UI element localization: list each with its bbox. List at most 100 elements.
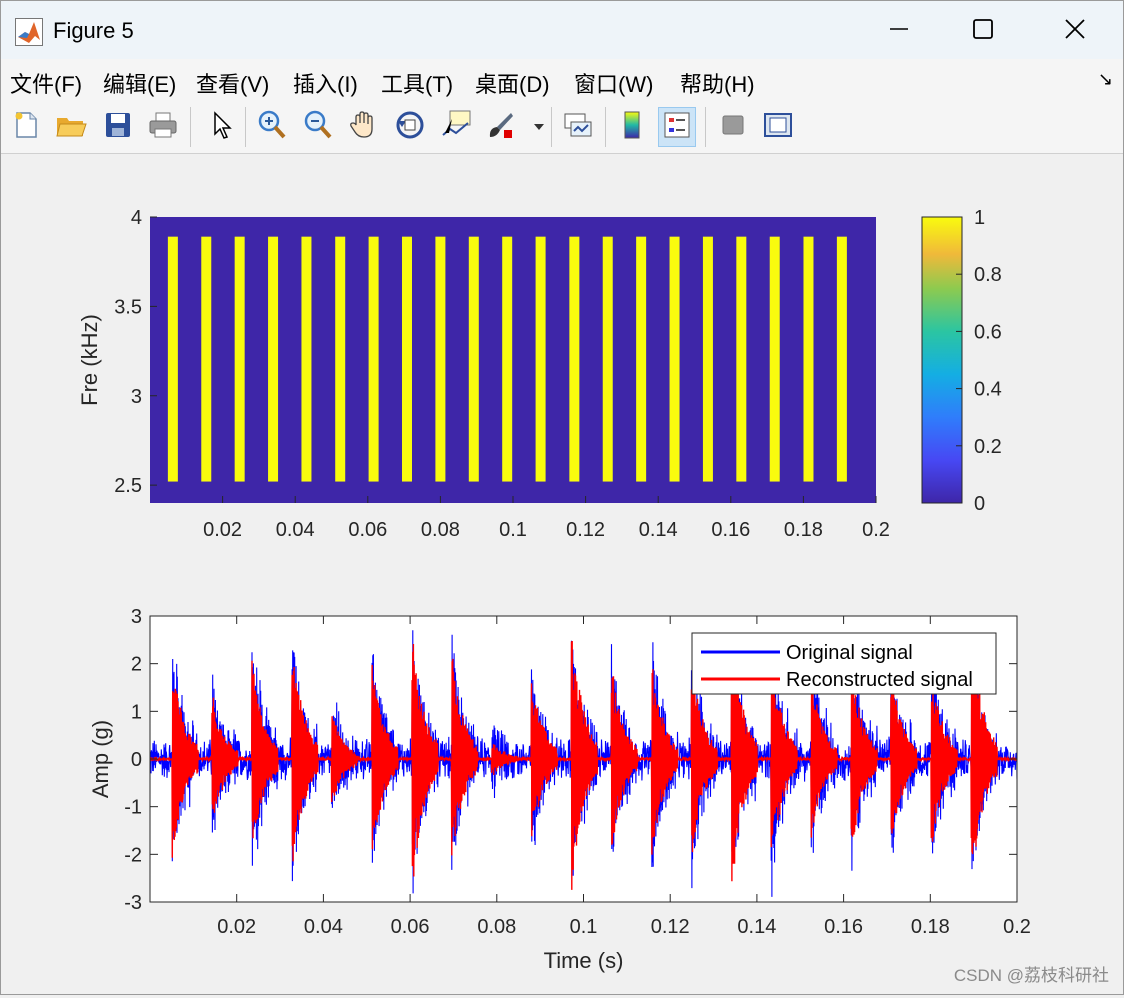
y-tick-label: 0 xyxy=(131,749,142,771)
y-tick-label: -2 xyxy=(124,844,142,866)
x-tick-label: 0.08 xyxy=(421,519,460,541)
heatmap-band-cell xyxy=(468,236,479,482)
x-tick-label: 0.16 xyxy=(711,519,750,541)
watermark: CSDN @荔枝科研社 xyxy=(953,966,1109,985)
zoom-out-button[interactable] xyxy=(299,107,337,147)
heatmap-band-cell xyxy=(602,236,613,482)
menu-bar: 文件(F) 编辑(E) 查看(V) 插入(I) 工具(T) 桌面(D) 窗口(W… xyxy=(1,59,1123,101)
menu-file[interactable]: 文件(F) xyxy=(10,72,83,97)
colorbar-tick-label: 1 xyxy=(974,207,985,229)
heatmap-band-cell xyxy=(769,236,780,482)
heatmap-band-cell xyxy=(569,236,580,482)
close-button[interactable] xyxy=(1035,5,1115,57)
y-tick-label: 3 xyxy=(131,386,142,408)
x-tick-label: 0.02 xyxy=(203,519,242,541)
heatmap-band-cell xyxy=(502,236,513,482)
folder-icon xyxy=(55,110,87,145)
heatmap-band-cell xyxy=(167,236,178,482)
brush-dropdown-button[interactable] xyxy=(531,107,547,147)
x-tick-label: 0.1 xyxy=(499,519,527,541)
heatmap-band-cell xyxy=(402,236,413,482)
x-tick-label: 0.18 xyxy=(784,519,823,541)
zoom-in-button[interactable] xyxy=(253,107,291,147)
y-tick-label: 3.5 xyxy=(114,296,142,318)
dropdown-arrow-icon xyxy=(534,118,544,136)
show-plot-tools-icon xyxy=(762,110,794,145)
save-button[interactable] xyxy=(99,107,137,147)
legend-icon xyxy=(662,110,692,145)
heatmap-band-cell xyxy=(301,236,312,482)
hand-icon xyxy=(348,109,380,146)
x-tick-label: 0.06 xyxy=(391,916,430,938)
close-icon xyxy=(1064,18,1086,45)
x-tick-label: 0.14 xyxy=(737,916,776,938)
rotate-icon xyxy=(394,109,426,146)
edit-plot-button[interactable] xyxy=(201,107,239,147)
toolbar-separator xyxy=(190,107,191,147)
link-plot-icon xyxy=(562,109,594,146)
menu-window[interactable]: 窗口(W) xyxy=(574,72,654,97)
colorbar-tick-label: 0.6 xyxy=(974,321,1002,343)
chart-area: 0.02 0.04 0.06 0.08 0.1 0.12 0.14 0.16 0.18 0.22.… xyxy=(77,207,1031,973)
colorbar-tick-label: 0.2 xyxy=(974,436,1002,458)
show-plot-tools-button[interactable] xyxy=(759,107,797,147)
menu-edit[interactable]: 编辑(E) xyxy=(103,72,177,97)
x-tick-label: 0.02 xyxy=(217,916,256,938)
maximize-button[interactable] xyxy=(943,5,1023,57)
colorbar-icon xyxy=(617,109,647,146)
data-cursor-button[interactable] xyxy=(437,107,475,147)
print-button[interactable] xyxy=(144,107,182,147)
colorbar-tick-label: 0.4 xyxy=(974,379,1002,401)
heatmap-band-cell xyxy=(535,236,546,482)
y-axis-label: Amp (g) xyxy=(88,720,113,798)
insert-legend-button[interactable] xyxy=(658,107,696,147)
x-tick-label: 0.1 xyxy=(570,916,598,938)
menu-help[interactable]: 帮助(H) xyxy=(680,72,755,97)
zoom-in-icon xyxy=(256,109,288,146)
toolbar-separator xyxy=(705,107,706,147)
rotate-3d-button[interactable] xyxy=(391,107,429,147)
open-file-button[interactable] xyxy=(52,107,90,147)
heatmap-band-cell xyxy=(669,236,680,482)
window-title: Figure 5 xyxy=(53,18,134,43)
heatmap-band-cell xyxy=(435,236,446,482)
x-tick-label: 0.14 xyxy=(639,519,678,541)
heatmap-band-cell xyxy=(702,236,713,482)
pan-button[interactable] xyxy=(345,107,383,147)
toolbar-separator xyxy=(245,107,246,147)
x-tick-label: 0.12 xyxy=(566,519,605,541)
legend-entry: Original signal xyxy=(786,642,913,664)
minimize-button[interactable] xyxy=(859,5,939,57)
heatmap-band-cell xyxy=(234,236,245,482)
y-tick-label: 2.5 xyxy=(114,475,142,497)
y-tick-label: -1 xyxy=(124,797,142,819)
menu-view[interactable]: 查看(V) xyxy=(196,72,270,97)
brush-icon xyxy=(485,110,515,145)
new-figure-button[interactable] xyxy=(7,107,45,147)
minimize-icon xyxy=(889,19,909,44)
printer-icon xyxy=(147,110,179,145)
maximize-icon xyxy=(972,18,994,45)
brush-button[interactable] xyxy=(483,107,517,147)
insert-colorbar-button[interactable] xyxy=(613,107,651,147)
toolbar-separator xyxy=(551,107,552,147)
x-tick-label: 0.04 xyxy=(276,519,315,541)
x-axis-label: Time (s) xyxy=(544,948,624,973)
y-tick-label: 4 xyxy=(131,207,142,229)
matlab-icon xyxy=(15,18,43,46)
menu-desktop[interactable]: 桌面(D) xyxy=(475,72,550,97)
menu-tools[interactable]: 工具(T) xyxy=(381,72,454,97)
x-tick-label: 0.18 xyxy=(911,916,950,938)
hide-plot-tools-button[interactable] xyxy=(714,107,752,147)
link-plot-button[interactable] xyxy=(559,107,597,147)
x-tick-label: 0.16 xyxy=(824,916,863,938)
legend-entry: Reconstructed signal xyxy=(786,669,973,691)
figure-toolbar xyxy=(1,101,1123,154)
title-bar: Figure 5 xyxy=(1,1,1123,59)
menu-insert[interactable]: 插入(I) xyxy=(293,72,358,97)
x-tick-label: 0.08 xyxy=(477,916,516,938)
arrow-cursor-icon xyxy=(206,110,234,145)
save-icon xyxy=(103,110,133,145)
dock-arrow-icon[interactable]: ↘ xyxy=(1097,69,1113,89)
x-tick-label: 0.2 xyxy=(1003,916,1031,938)
